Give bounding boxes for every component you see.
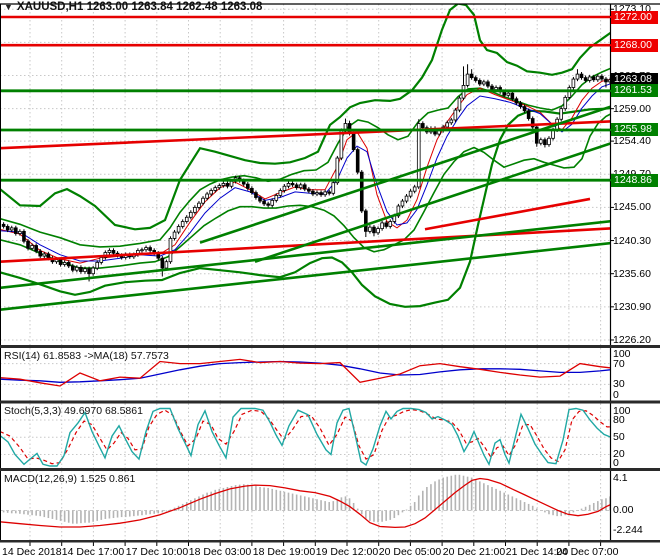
support-price-badge: 1248.86 bbox=[611, 173, 658, 187]
time-axis-label: 19 Dec 12:00 bbox=[315, 546, 379, 558]
time-axis-label: 18 Dec 03:00 bbox=[188, 546, 252, 558]
macd-scale-label: -2.244 bbox=[613, 524, 643, 536]
ma-blue bbox=[0, 83, 610, 262]
trendline-green-6 bbox=[254, 142, 610, 263]
time-axis-label: 14 Dec 17:00 bbox=[61, 546, 125, 558]
last-price-badge: 1263.08 bbox=[611, 73, 658, 87]
stoch-scale-label: 80 bbox=[613, 413, 625, 426]
macd-indicator-label: MACD(12,26,9) 1.525 0.861 bbox=[4, 473, 136, 485]
price-tick-label: 1226.20 bbox=[613, 333, 651, 346]
time-axis-label: 21 Dec 14:00 bbox=[505, 546, 569, 558]
price-tick-label: 1230.90 bbox=[613, 300, 651, 313]
rsi-scale-label: 100 bbox=[613, 348, 631, 360]
time-axis-label: 17 Dec 10:00 bbox=[125, 546, 189, 558]
time-axis-label: 20 Dec 21:00 bbox=[442, 546, 506, 558]
panel-separator[interactable] bbox=[0, 400, 660, 404]
symbol-ohlc-title: XAUUSD,H1 1263.00 1263.84 1262.48 1263.0… bbox=[16, 1, 263, 13]
price-tick-label: 1240.30 bbox=[613, 234, 651, 247]
time-axis-label: 20 Dec 05:00 bbox=[378, 546, 442, 558]
rsi-line bbox=[0, 358, 610, 387]
resistance-price-badge: 1268.00 bbox=[611, 38, 658, 52]
stoch-d-line bbox=[0, 408, 610, 465]
price-tick-label: 1259.00 bbox=[613, 102, 651, 115]
resistance-price-badge: 1272.00 bbox=[611, 10, 658, 24]
trendline-green-5 bbox=[199, 105, 610, 244]
trendline-green-4 bbox=[0, 241, 610, 311]
trendline-green-3 bbox=[0, 220, 610, 290]
macd-panel[interactable] bbox=[0, 474, 614, 529]
panel-frames bbox=[0, 3, 660, 546]
time-axis-label: 18 Dec 19:00 bbox=[252, 546, 316, 558]
panel-separator[interactable] bbox=[0, 345, 660, 348]
rsi-scale-label: 70 bbox=[613, 357, 625, 370]
panel-separator[interactable] bbox=[0, 468, 660, 471]
stoch-scale-label: 100 bbox=[613, 404, 631, 417]
macd-scale-label: 4.1 bbox=[613, 472, 628, 484]
trendline-red-0 bbox=[0, 120, 610, 150]
stoch-k-line bbox=[0, 407, 610, 467]
trendline-red-1 bbox=[0, 227, 610, 264]
rsi-scale-label: 0 bbox=[613, 389, 619, 401]
support-price-badge: 1255.98 bbox=[611, 123, 658, 137]
macd-scale-label: 0.00 bbox=[613, 503, 634, 516]
rsi-panel[interactable] bbox=[0, 358, 610, 387]
band-outer-lower bbox=[0, 107, 610, 308]
price-tick-label: 1235.60 bbox=[613, 267, 651, 280]
rsi-indicator-label: RSI(14) 61.8583 ->MA(18) 57.7573 bbox=[4, 350, 169, 362]
stoch-scale-label: 0 bbox=[613, 457, 619, 469]
macd-signal-line bbox=[0, 477, 610, 529]
rsi-scale-label: 30 bbox=[613, 377, 625, 390]
chart-title: ▼ XAUUSD,H1 1263.00 1263.84 1262.48 1263.… bbox=[4, 1, 262, 13]
panel-separator[interactable] bbox=[0, 540, 660, 543]
time-axis-label: 14 Dec 2018 bbox=[2, 546, 62, 558]
stoch-indicator-label: Stoch(5,3,3) 49.6970 68.5861 bbox=[4, 405, 143, 417]
stoch-scale-label: 50 bbox=[613, 430, 625, 443]
trendline-red-2 bbox=[424, 197, 591, 231]
price-panel[interactable] bbox=[0, 4, 660, 311]
price-tick-label: 1254.40 bbox=[613, 135, 651, 148]
support-price-badge: 1261.53 bbox=[611, 84, 658, 98]
band-outer-upper bbox=[0, 4, 610, 231]
stoch-scale-label: 20 bbox=[613, 447, 625, 460]
stochastic-panel[interactable] bbox=[0, 407, 612, 467]
collapse-arrow-icon[interactable]: ▼ bbox=[4, 2, 13, 12]
price-tick-label: 1245.00 bbox=[613, 201, 651, 214]
time-axis-label: 24 Dec 07:00 bbox=[556, 546, 619, 558]
